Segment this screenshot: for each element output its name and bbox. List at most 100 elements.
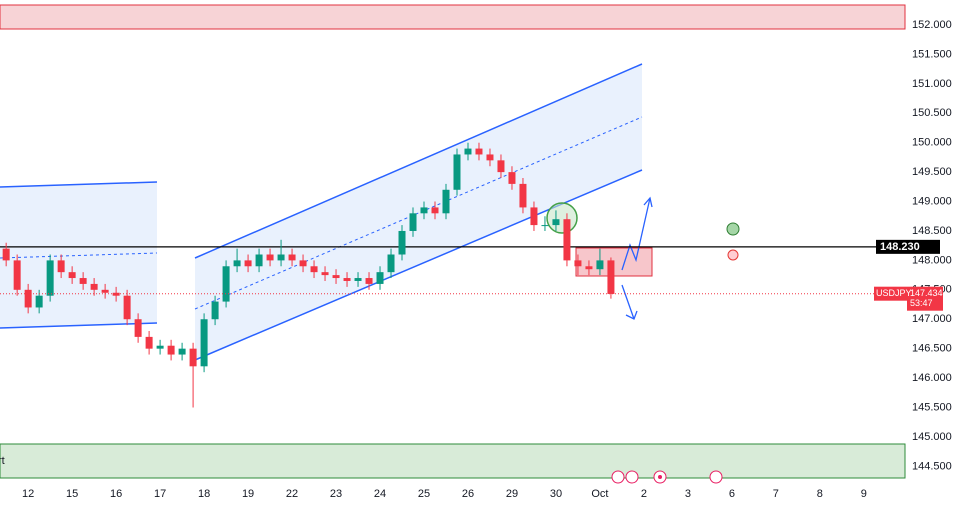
- candle-body: [376, 272, 384, 284]
- candle-body: [332, 275, 340, 279]
- x-tick-label: 12: [22, 488, 34, 500]
- candle-body: [398, 230, 406, 255]
- x-tick-label: 25: [418, 488, 430, 500]
- candle-body: [552, 219, 560, 226]
- channel-line: [0, 181, 158, 188]
- resistance-zone: [0, 4, 906, 30]
- highlight-circle: [546, 202, 578, 234]
- x-tick-label: 8: [817, 488, 823, 500]
- candle-body: [387, 254, 395, 273]
- candle-body: [453, 154, 461, 190]
- candle-body: [431, 207, 439, 214]
- y-tick-label: 147.000: [912, 313, 952, 325]
- candle-body: [541, 225, 549, 227]
- x-tick-label: 3: [685, 488, 691, 500]
- candle-body: [123, 295, 131, 320]
- y-tick-label: 151.500: [912, 48, 952, 60]
- candle-body: [475, 148, 483, 155]
- price-box: [907, 286, 943, 311]
- candle-body: [497, 160, 505, 173]
- candle-body: [409, 213, 417, 231]
- x-tick-label: 23: [330, 488, 342, 500]
- candle-body: [486, 154, 494, 161]
- level-label: 148.230: [880, 241, 920, 253]
- x-tick-label: 15: [66, 488, 78, 500]
- event-icon[interactable]: [625, 470, 639, 484]
- event-dot: [658, 475, 662, 479]
- candle-body: [233, 260, 241, 267]
- marker-circle: [727, 249, 739, 261]
- channel-fill: [195, 64, 642, 360]
- event-icon[interactable]: [611, 470, 625, 484]
- candle-body: [200, 319, 208, 367]
- x-tick-label: 7: [773, 488, 779, 500]
- candle-body: [255, 254, 263, 267]
- candle-body: [46, 260, 54, 296]
- y-tick-label: 146.500: [912, 343, 952, 355]
- y-tick-label: 149.000: [912, 195, 952, 207]
- candle-body: [145, 336, 153, 349]
- candle-body: [35, 295, 43, 308]
- channel-line: [194, 169, 643, 361]
- y-tick-label: 152.000: [912, 19, 952, 31]
- y-tick-label: 148.000: [912, 254, 952, 266]
- marker-circle: [726, 222, 740, 236]
- candle-body: [266, 254, 274, 261]
- x-tick-label: 2: [641, 488, 647, 500]
- x-tick-label: 22: [286, 488, 298, 500]
- candle-body: [299, 260, 307, 267]
- y-tick-label: 146.000: [912, 372, 952, 384]
- y-tick-label: 148.500: [912, 225, 952, 237]
- x-tick-label: 24: [374, 488, 386, 500]
- candle-body: [211, 301, 219, 320]
- last-price-label: 147.434: [910, 288, 943, 298]
- x-tick-label: 17: [154, 488, 166, 500]
- arrow-head: [643, 196, 653, 208]
- candle-body: [310, 266, 318, 273]
- event-icon[interactable]: [709, 470, 723, 484]
- candle-body: [13, 260, 21, 290]
- y-tick-label: 145.000: [912, 431, 952, 443]
- arrow-down: [621, 284, 635, 320]
- x-tick-label: 18: [198, 488, 210, 500]
- y-tick-label: 144.500: [912, 460, 952, 472]
- candle-body: [277, 254, 285, 261]
- candle-body: [354, 278, 362, 281]
- candle-body: [519, 183, 527, 208]
- support-zone: [0, 443, 906, 479]
- candle-body: [585, 266, 593, 270]
- candle-body: [57, 260, 65, 273]
- x-tick-label: Oct: [591, 488, 608, 500]
- candle-body: [574, 260, 582, 267]
- candle-body: [24, 289, 32, 308]
- arrow-up: [621, 197, 651, 271]
- candle-body: [189, 348, 197, 367]
- x-tick-label: 16: [110, 488, 122, 500]
- level-label-box: [876, 239, 940, 254]
- x-tick-label: 30: [550, 488, 562, 500]
- candle-body: [90, 283, 98, 290]
- symbol-box: [874, 286, 907, 301]
- candle-body: [442, 189, 450, 214]
- candle-body: [222, 266, 230, 302]
- candle-body: [101, 289, 109, 293]
- candle-body: [167, 345, 175, 355]
- channel-line: [194, 63, 643, 259]
- candle-body: [365, 278, 373, 284]
- y-tick-label: 150.000: [912, 137, 952, 149]
- candle-body: [79, 278, 87, 284]
- candle-body: [508, 172, 516, 184]
- x-tick-label: 26: [462, 488, 474, 500]
- countdown-label: 53:47: [910, 298, 933, 308]
- candle-body: [530, 207, 538, 226]
- x-tick-label: 19: [242, 488, 254, 500]
- candle-body: [321, 272, 329, 276]
- y-tick-label: 151.000: [912, 78, 952, 90]
- candle-body: [343, 278, 351, 281]
- candle-body: [420, 207, 428, 214]
- candle-body: [607, 260, 615, 294]
- x-tick-label: 6: [729, 488, 735, 500]
- y-tick-label: 149.500: [912, 166, 952, 178]
- candle-body: [464, 148, 472, 155]
